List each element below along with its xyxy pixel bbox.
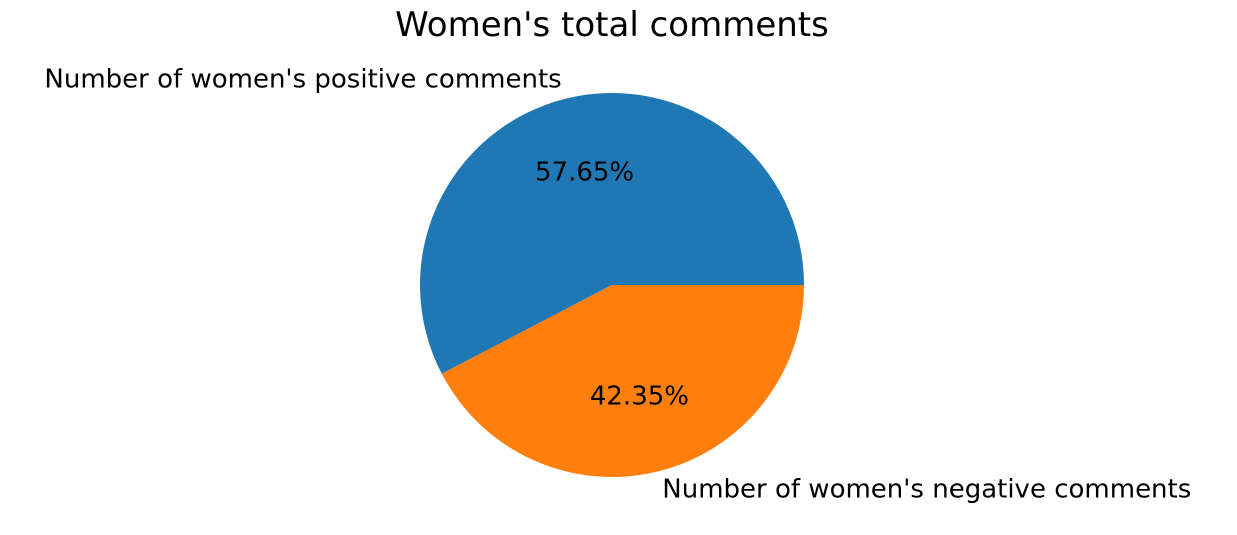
pie-slice-1 [420, 92, 804, 374]
pie-pct-label-1: 57.65% [535, 158, 634, 188]
chart-title: Women's total comments [395, 5, 829, 45]
pie-slice-label-1: Number of women's positive comments [44, 64, 561, 94]
pie-slice-2 [441, 285, 804, 477]
pie-slice-label-2: Number of women's negative comments [662, 475, 1191, 505]
pie-labels: 57.65% Number of women's positive comment… [44, 64, 1191, 504]
pie-slices [420, 92, 804, 477]
pie-pct-label-2: 42.35% [590, 381, 689, 411]
